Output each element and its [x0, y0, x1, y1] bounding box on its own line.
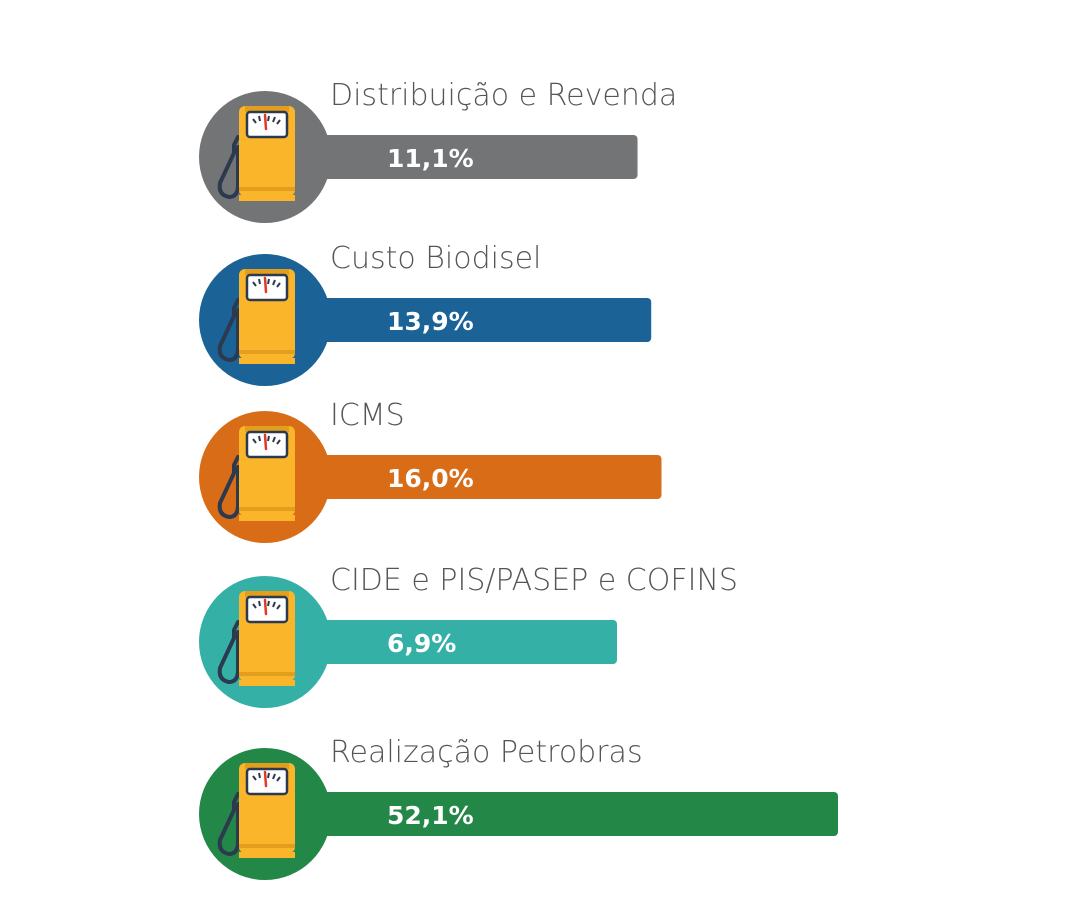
fuel-pump-icon [217, 763, 295, 858]
bar-row: Distribuição e Revenda 11,1% [199, 78, 677, 223]
value-label: 6,9% [387, 629, 456, 658]
value-label: 16,0% [387, 464, 474, 493]
value-label: 11,1% [387, 144, 474, 173]
fuel-pump-icon [217, 106, 295, 201]
category-label: CIDE e PIS/PASEP e COFINS [330, 563, 738, 598]
bar [290, 455, 662, 499]
fuel-pump-icon [217, 426, 295, 521]
category-label: ICMS [330, 398, 405, 433]
category-label: Distribuição e Revenda [330, 78, 677, 113]
bar-row: Custo Biodisel 13,9% [199, 241, 652, 386]
fuel-pump-icon [217, 269, 295, 364]
bar [290, 620, 617, 664]
bar [290, 792, 838, 836]
category-label: Realização Petrobras [330, 735, 643, 770]
bar-row: ICMS 16,0% [199, 398, 662, 543]
bar-row: CIDE e PIS/PASEP e COFINS 6,9% [199, 563, 738, 708]
fuel-pump-icon [217, 591, 295, 686]
bar [290, 298, 652, 342]
value-label: 13,9% [387, 307, 474, 336]
bar [290, 135, 638, 179]
value-label: 52,1% [387, 801, 474, 830]
category-label: Custo Biodisel [330, 241, 541, 276]
bar-row: Realização Petrobras 52,1% [199, 735, 838, 880]
